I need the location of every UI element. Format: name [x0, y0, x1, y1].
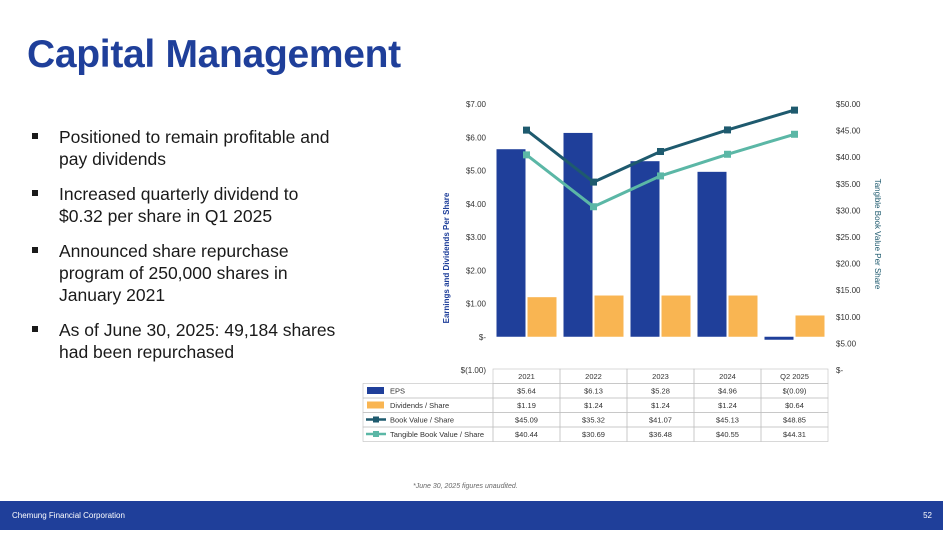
tangible-book-value-point	[791, 130, 798, 138]
bullet-item: Increased quarterly dividend to $0.32 pe…	[30, 183, 340, 227]
y2-tick-label: $10.00	[836, 313, 861, 322]
y2-tick-label: $25.00	[836, 233, 861, 242]
bullet-marker	[32, 133, 38, 139]
data-label: $5.28	[651, 387, 670, 396]
bullet-item: Positioned to remain profitable and pay …	[30, 126, 340, 170]
data-label: $44.31	[783, 430, 806, 439]
footer-bar: Chemung Financial Corporation 52	[0, 501, 943, 530]
book-value-point	[523, 126, 530, 134]
y-tick-label: $-	[479, 333, 486, 342]
data-label: $30.69	[582, 430, 605, 439]
y2-tick-label: $30.00	[836, 206, 861, 215]
y-tick-label: $5.00	[466, 167, 487, 176]
y2-tick-label: $15.00	[836, 286, 861, 295]
y2-tick-label: $-	[836, 366, 843, 375]
data-label: $6.13	[584, 387, 603, 396]
x-category-label: 2022	[585, 372, 602, 381]
data-label: $1.24	[651, 401, 670, 410]
eps-bar	[764, 336, 794, 340]
data-label: $40.44	[515, 430, 538, 439]
footer-company: Chemung Financial Corporation	[12, 511, 125, 520]
x-category-label: 2021	[518, 372, 535, 381]
table-cell	[760, 426, 829, 442]
y2-tick-label: $35.00	[836, 180, 861, 189]
dividends-bar	[728, 295, 758, 337]
legend-label: EPS	[390, 387, 405, 396]
data-label: $48.85	[783, 416, 806, 425]
bullet-list: Positioned to remain profitable and pay …	[30, 126, 340, 376]
dividends-bar	[594, 295, 624, 337]
bullet-marker	[32, 326, 38, 332]
book-value-point	[791, 106, 798, 114]
data-label: $45.09	[515, 416, 538, 425]
y2-tick-label: $45.00	[836, 127, 861, 136]
data-label: $(0.09)	[783, 387, 807, 396]
bullet-text: Positioned to remain profitable and pay …	[59, 127, 330, 169]
data-label: $45.13	[716, 416, 739, 425]
data-label: $5.64	[517, 387, 536, 396]
legend-marker	[373, 416, 379, 423]
y2-tick-label: $50.00	[836, 100, 861, 109]
legend-label: Tangible Book Value / Share	[390, 430, 484, 439]
data-label: $4.96	[718, 387, 737, 396]
legend-swatch	[367, 387, 384, 394]
data-label: $1.19	[517, 401, 536, 410]
data-label: $36.48	[649, 430, 672, 439]
bullet-marker	[32, 190, 38, 196]
footnote: *June 30, 2025 figures unaudited.	[413, 483, 518, 490]
page-number: 52	[923, 511, 932, 520]
legend-label: Book Value / Share	[390, 416, 454, 425]
y-tick-label: $4.00	[466, 200, 487, 209]
x-category-label: Q2 2025	[780, 372, 809, 381]
y2-tick-label: $40.00	[836, 153, 861, 162]
dividends-bar	[795, 315, 825, 337]
bullet-item: Announced share repurchase program of 25…	[30, 240, 340, 306]
data-label: $0.64	[785, 401, 804, 410]
y-tick-label: $3.00	[466, 233, 487, 242]
book-value-point	[657, 148, 664, 156]
x-category-label: 2024	[719, 372, 736, 381]
dividends-bar	[661, 295, 691, 337]
tangible-book-value-point	[657, 172, 664, 180]
x-category-label: 2023	[652, 372, 669, 381]
tangible-book-value-point	[523, 151, 530, 159]
legend-marker	[373, 431, 379, 437]
tangible-book-value-point	[590, 203, 597, 211]
eps-bar	[496, 149, 526, 337]
page-title: Capital Management	[27, 33, 401, 76]
data-label: $41.07	[649, 416, 672, 425]
y-tick-label: $1.00	[466, 300, 487, 309]
bullet-marker	[32, 247, 38, 253]
legend-swatch	[367, 401, 384, 409]
legend-label: Dividends / Share	[390, 401, 449, 410]
y2-axis-label: Tangible Book Value Per Share	[873, 179, 882, 290]
eps-bar	[630, 161, 660, 337]
data-label: $1.24	[584, 401, 603, 410]
bullet-item: As of June 30, 2025: 49,184 shares had b…	[30, 319, 340, 363]
book-value-point	[590, 178, 597, 186]
dividends-bar	[527, 297, 557, 337]
book-value-point	[724, 126, 731, 134]
data-label: $40.55	[716, 430, 739, 439]
tangible-book-value-point	[724, 150, 731, 158]
y-tick-label: $7.00	[466, 100, 487, 109]
bullet-text: As of June 30, 2025: 49,184 shares had b…	[59, 320, 336, 362]
bullet-text: Increased quarterly dividend to $0.32 pe…	[59, 184, 299, 226]
y-tick-label: $(1.00)	[461, 366, 487, 375]
y2-tick-label: $5.00	[836, 339, 857, 348]
data-label: $35.32	[582, 416, 605, 425]
y-tick-label: $6.00	[466, 133, 487, 142]
y2-tick-label: $20.00	[836, 260, 861, 269]
y-axis-label: Earnings and Dividends Per Share	[442, 192, 451, 323]
y-tick-label: $2.00	[466, 266, 487, 275]
eps-bar	[697, 171, 727, 337]
data-label: $1.24	[718, 401, 737, 410]
bullet-text: Announced share repurchase program of 25…	[59, 241, 289, 305]
eps-bar	[563, 132, 593, 337]
